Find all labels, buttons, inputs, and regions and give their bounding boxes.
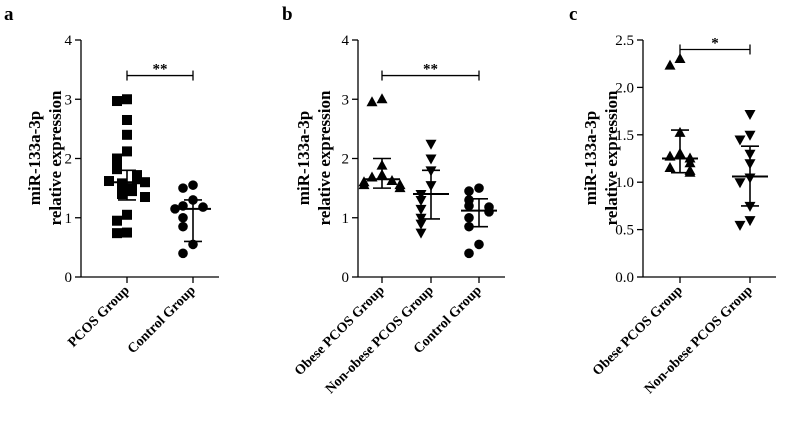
data-point — [112, 228, 122, 239]
y-tick-label: 0.5 — [615, 223, 634, 239]
series-obese-pcos-group — [662, 52, 698, 177]
data-point — [178, 212, 188, 223]
data-point — [122, 94, 132, 105]
y-tick-label: 1 — [342, 211, 350, 227]
y-tick-label: 0 — [65, 270, 73, 286]
panel-letter: b — [282, 4, 293, 25]
x-tick-label: Control Group — [125, 283, 199, 357]
panel-letter: a — [4, 4, 14, 25]
significance-label: * — [711, 35, 719, 51]
data-point — [464, 221, 474, 232]
data-point — [744, 130, 756, 141]
data-point — [376, 93, 388, 104]
y-tick-label: 1.0 — [615, 175, 634, 191]
data-point — [464, 186, 474, 196]
data-point — [358, 179, 370, 190]
y-axis-label-line: miR-133a-3p — [294, 111, 313, 205]
y-tick-label: 0 — [342, 270, 350, 286]
series-control-group — [461, 183, 497, 259]
y-tick-label: 1 — [65, 211, 73, 227]
data-point — [674, 52, 686, 63]
data-point — [684, 166, 696, 177]
chart-panel-c: c miR-133a-3p relative expression 0.0 0.5 1.0… — [569, 4, 776, 397]
data-point — [415, 219, 427, 230]
data-point — [734, 135, 746, 146]
data-point — [415, 213, 427, 224]
data-point — [744, 109, 756, 120]
data-point — [734, 220, 746, 231]
y-tick-label: 3 — [65, 92, 73, 108]
data-point — [464, 212, 474, 223]
data-point — [112, 96, 122, 107]
data-point — [117, 189, 127, 200]
data-point — [425, 154, 437, 165]
y-tick-label: 0.0 — [615, 270, 634, 286]
data-point — [664, 161, 676, 172]
series-control-group — [170, 180, 211, 259]
data-point — [198, 202, 208, 212]
data-point — [744, 201, 756, 212]
y-tick-label: 3 — [342, 92, 350, 108]
data-point — [122, 146, 132, 157]
data-point — [734, 178, 746, 189]
y-tick-label: 2 — [342, 152, 350, 168]
y-axis-label-line: relative expression — [602, 90, 621, 225]
data-point — [104, 176, 114, 187]
y-axis-label: miR-133a-3p relative expression — [294, 90, 334, 225]
series-obese-pcos-group — [358, 93, 406, 193]
data-point — [484, 207, 494, 217]
data-point — [122, 129, 132, 140]
data-point — [464, 248, 474, 259]
x-tick-label: PCOS Group — [65, 283, 133, 351]
chart-panel-a: a miR-133a-3p relative expression 0 1 2 3 4 PCOS… — [4, 4, 219, 357]
y-axis-label: miR-133a-3p relative expression — [581, 90, 621, 225]
y-axis-label: miR-133a-3p relative expression — [25, 90, 65, 225]
y-axis-label-line: relative expression — [46, 90, 65, 225]
data-point — [178, 183, 188, 193]
y-tick-label: 1.5 — [615, 128, 634, 144]
series-non-obese-pcos-group — [732, 109, 768, 231]
data-point — [122, 209, 132, 220]
data-point — [684, 157, 696, 168]
significance-label: ** — [423, 62, 438, 78]
series-non-obese-pcos-group — [413, 139, 449, 239]
data-point — [127, 186, 137, 197]
x-tick-label: Obese PCOS Group — [292, 283, 388, 379]
data-point — [415, 228, 427, 239]
data-point — [464, 201, 474, 211]
data-point — [122, 227, 132, 238]
data-point — [664, 59, 676, 70]
significance-label: ** — [153, 62, 168, 78]
data-point — [178, 221, 188, 232]
series-pcos-group — [104, 94, 150, 239]
y-axis-label-line: miR-133a-3p — [581, 111, 600, 205]
y-axis-label-line: relative expression — [315, 90, 334, 225]
y-tick-label: 4 — [342, 33, 350, 49]
data-point — [140, 192, 150, 203]
data-point — [188, 180, 198, 190]
data-point — [132, 174, 142, 185]
data-point — [112, 164, 122, 175]
data-point — [366, 96, 378, 107]
data-point — [425, 139, 437, 150]
y-tick-label: 2.0 — [615, 80, 634, 96]
data-point — [112, 153, 122, 164]
data-point — [394, 182, 406, 193]
y-tick-label: 4 — [65, 33, 73, 49]
data-point — [178, 248, 188, 259]
y-axis-label-line: miR-133a-3p — [25, 111, 44, 205]
data-point — [474, 239, 484, 250]
panel-letter: c — [569, 4, 577, 25]
data-point — [117, 181, 127, 192]
data-point — [415, 195, 427, 206]
y-tick-label: 2 — [65, 152, 73, 168]
data-point — [474, 183, 484, 193]
data-point — [112, 215, 122, 226]
data-point — [122, 114, 132, 125]
chart-panel-b: b miR-133a-3p relative expression 0 1 2 3 4 Obes… — [282, 4, 505, 397]
data-point — [415, 204, 427, 215]
y-tick-label: 2.5 — [615, 33, 634, 49]
data-point — [744, 216, 756, 227]
